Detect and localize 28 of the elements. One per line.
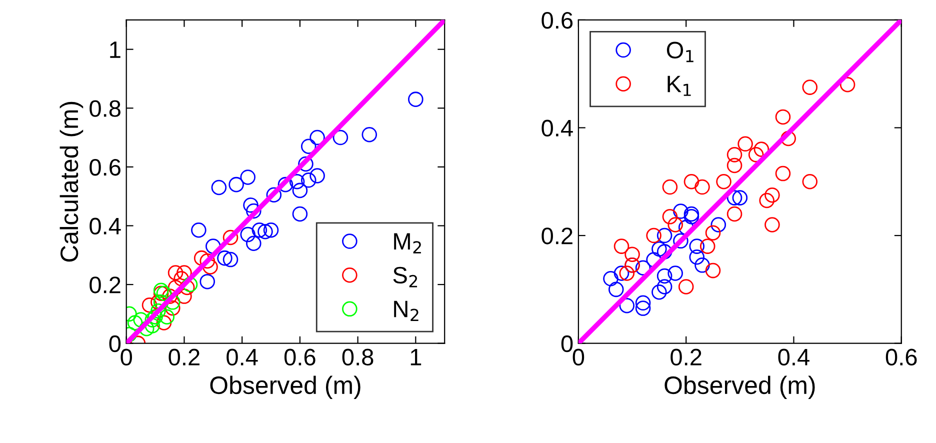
y-tick-label: 0.2 <box>90 276 120 294</box>
legend-label: S$_{2}$ <box>393 266 418 288</box>
legend-label: N$_{2}$ <box>394 300 418 321</box>
x-tick-label: 0.8 <box>342 348 374 366</box>
x-tick-label: 0.6 <box>886 348 917 366</box>
y-tick-label: 0.6 <box>90 159 120 176</box>
y-tick-label: 0.2 <box>542 228 572 244</box>
legend-label: M$_{2}$ <box>394 233 421 254</box>
y-tick-label: 0.8 <box>90 100 120 117</box>
y-tick-label: 0.4 <box>542 120 573 137</box>
y-tick-label: 0.6 <box>542 12 573 29</box>
x-tick-label: 0.4 <box>778 348 810 366</box>
y-axis-title: Calculated (m) <box>60 102 84 262</box>
x-tick-label: 0.2 <box>168 348 200 366</box>
y-tick-label: 0 <box>561 335 573 352</box>
y-tick-label: 0.4 <box>90 218 121 235</box>
x-axis-title: Observed (m) <box>664 376 815 400</box>
x-tick-label: 1 <box>410 349 422 366</box>
x-tick-label: 0.2 <box>670 348 702 366</box>
x-axis-title: Observed (m) <box>210 376 360 400</box>
y-tick-label: 1 <box>110 42 120 58</box>
x-tick-label: 0 <box>120 348 132 366</box>
legend-label: O$_{1}$ <box>666 42 694 62</box>
legend-label: K$_{1}$ <box>668 76 691 96</box>
x-tick-label: 0 <box>572 348 584 366</box>
x-tick-label: 0.6 <box>284 348 316 366</box>
x-tick-label: 0.4 <box>226 348 258 366</box>
y-tick-label: 0 <box>109 335 121 352</box>
